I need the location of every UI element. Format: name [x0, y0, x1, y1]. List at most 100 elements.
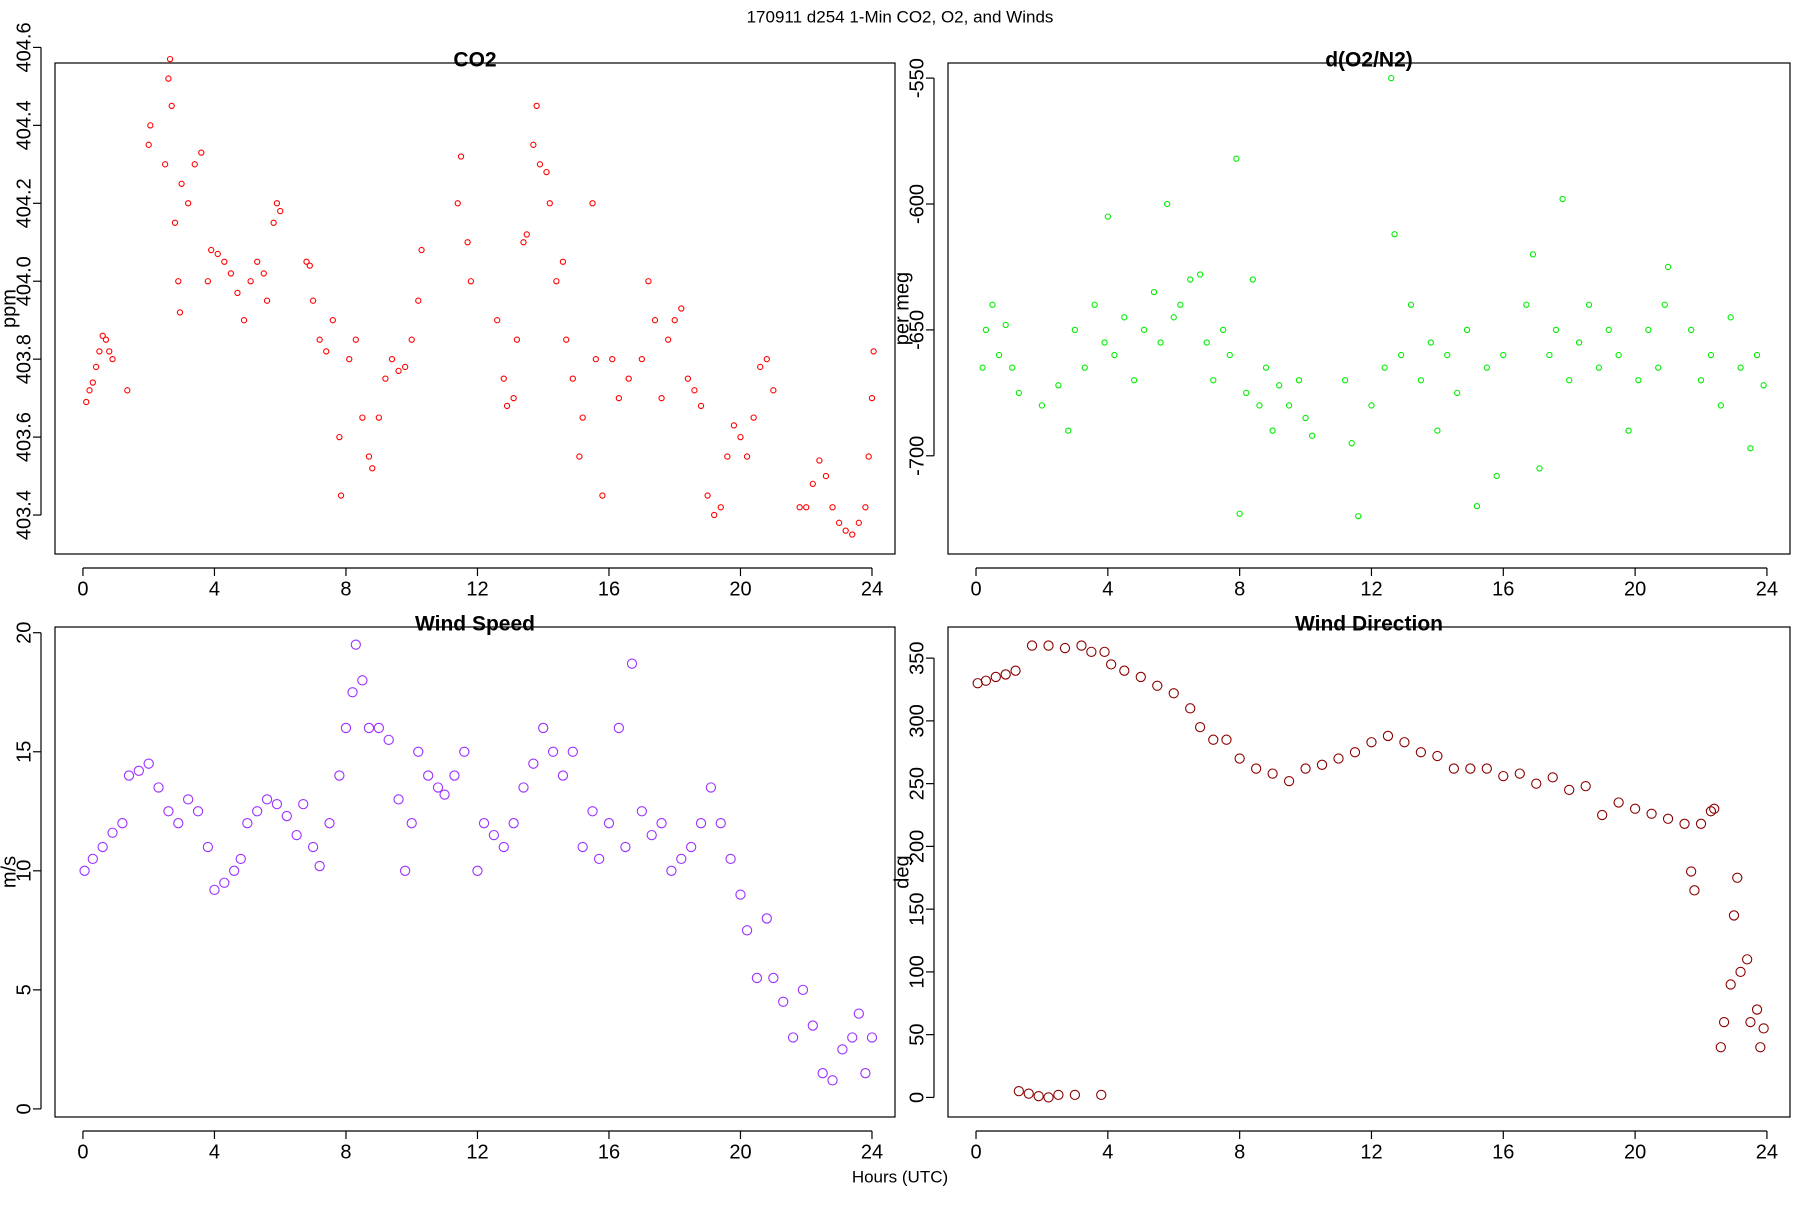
data-point: [1514, 768, 1525, 779]
data-point: [686, 841, 697, 853]
x-tick-label: 8: [1234, 1141, 1245, 1163]
data-point: [234, 289, 241, 297]
data-point: [166, 55, 174, 63]
data-point: [346, 356, 353, 363]
data-point: [418, 246, 425, 254]
y-tick-label: 20: [13, 622, 35, 644]
y-tick-label: 403.4: [13, 490, 35, 540]
data-point: [1664, 263, 1672, 271]
data-point: [599, 492, 606, 499]
data-point: [1481, 763, 1492, 774]
data-point: [96, 348, 103, 355]
data-point: [464, 239, 471, 246]
data-point: [569, 375, 576, 382]
plot-title: CO2: [453, 49, 496, 72]
x-tick-label: 0: [77, 1141, 88, 1163]
data-point: [1613, 797, 1624, 808]
data-point: [817, 1068, 828, 1079]
data-point: [1646, 808, 1657, 819]
data-point: [314, 860, 325, 872]
data-point: [240, 317, 248, 324]
data-point: [1140, 326, 1148, 334]
data-point: [423, 770, 434, 781]
data-point: [625, 375, 632, 382]
data-point: [1157, 339, 1164, 346]
y-tick-label: 0: [906, 1092, 928, 1103]
data-point: [822, 472, 830, 480]
data-point: [626, 658, 638, 669]
data-point: [1695, 818, 1707, 829]
data-point: [1096, 1089, 1107, 1101]
data-point: [235, 853, 246, 865]
data-point: [449, 770, 460, 781]
data-point: [1226, 351, 1233, 359]
data-point: [1135, 671, 1146, 683]
data-point: [1463, 326, 1471, 334]
data-point: [109, 356, 116, 363]
x-tick-label: 16: [598, 578, 620, 600]
data-point: [862, 504, 869, 511]
data-point: [227, 270, 235, 277]
data-point: [1168, 688, 1179, 699]
data-point: [989, 301, 996, 308]
data-point: [704, 492, 711, 499]
data-point: [1575, 339, 1583, 346]
data-point: [1256, 402, 1263, 409]
data-point: [171, 219, 179, 226]
data-point: [307, 841, 319, 853]
data-point: [837, 1044, 848, 1055]
x-tick-label: 12: [1360, 578, 1382, 600]
data-point: [1091, 301, 1098, 308]
data-point: [705, 782, 717, 793]
data-point: [303, 258, 310, 265]
data-point: [1605, 326, 1612, 334]
data-point: [1434, 427, 1441, 434]
data-point: [737, 433, 744, 441]
data-point: [1043, 640, 1054, 651]
data-point: [1221, 734, 1232, 745]
data-point: [593, 853, 605, 865]
data-point: [842, 527, 849, 534]
data-point: [1283, 775, 1295, 787]
data-point: [508, 818, 519, 829]
data-point: [1465, 763, 1476, 774]
data-point: [260, 270, 267, 277]
x-tick-label: 20: [1624, 578, 1646, 600]
data-point: [520, 239, 527, 246]
data-point: [1101, 339, 1108, 346]
y-tick-label: 15: [13, 741, 35, 763]
data-point: [1152, 680, 1163, 691]
data-point: [1595, 364, 1603, 371]
y-axis-label: m/s: [0, 856, 20, 888]
data-point: [770, 387, 777, 394]
data-point: [870, 348, 877, 355]
data-point: [99, 332, 106, 339]
x-tick-label: 12: [466, 578, 488, 600]
data-point: [1709, 803, 1720, 814]
data-point: [432, 782, 444, 793]
data-point: [1473, 503, 1481, 510]
data-point: [83, 398, 90, 406]
data-point: [472, 865, 483, 876]
data-point: [849, 531, 856, 538]
data-point: [577, 841, 588, 853]
data-point: [676, 853, 687, 865]
data-point: [204, 278, 212, 285]
data-point: [393, 794, 404, 805]
x-tick-label: 20: [729, 578, 751, 600]
data-point: [202, 841, 214, 853]
data-point: [587, 806, 598, 817]
data-point: [995, 351, 1003, 359]
data-point: [711, 511, 718, 519]
data-point: [1170, 314, 1177, 321]
data-point: [807, 1020, 818, 1031]
data-point: [1715, 1042, 1726, 1053]
x-tick-label: 12: [466, 1141, 488, 1163]
data-point: [1597, 809, 1608, 821]
data-point: [352, 336, 359, 343]
y-tick-label: 5: [13, 984, 35, 995]
data-point: [87, 853, 98, 865]
data-point: [281, 810, 292, 822]
data-point: [638, 356, 645, 363]
y-tick-label: -550: [906, 58, 928, 98]
